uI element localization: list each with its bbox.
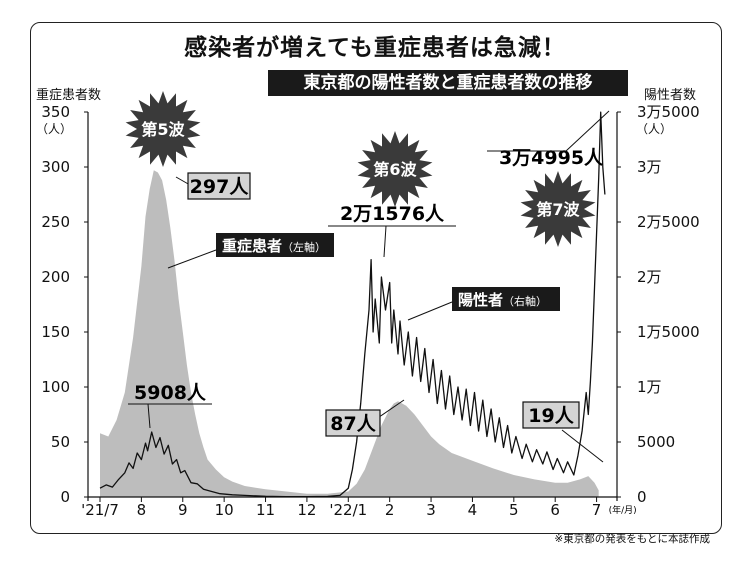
severe-axis-note: （左軸）: [282, 240, 326, 254]
positive-axis-note: （右軸）: [503, 294, 547, 308]
callout-5908-leader: [147, 403, 151, 429]
callout-297-box: [187, 172, 251, 200]
x-tick-label: 11: [256, 501, 275, 519]
right-tick-label: 0: [637, 488, 647, 506]
right-tick-label: 2万5000: [637, 213, 700, 231]
x-tick-label: 2: [385, 501, 395, 519]
left-tick-label: 350: [41, 103, 70, 121]
callout-87-text: 87人: [330, 413, 376, 435]
x-tick-label: 6: [550, 501, 560, 519]
right-tick-label: 5000: [637, 433, 675, 451]
callout-34995-leader: [565, 110, 610, 152]
callout-297-text: 297人: [190, 176, 250, 198]
x-tick-label: 8: [137, 501, 147, 519]
callout-21576-text: 2万1576人: [340, 203, 445, 225]
positive-label-leader: [407, 301, 453, 321]
severe-area: [100, 170, 599, 498]
callout-87-box: [325, 409, 381, 437]
positive-label-box: [452, 287, 560, 311]
x-tick-label: 12: [297, 501, 316, 519]
right-tick-label: 2万: [637, 268, 662, 286]
x-tick-label: 5: [509, 501, 519, 519]
left-tick-label: 200: [41, 268, 70, 286]
right-tick-label: 3万: [637, 158, 662, 176]
severe-label-box: [216, 233, 334, 257]
source-note: ※東京都の発表をもとに本誌作成: [554, 533, 710, 545]
left-tick-label: 0: [60, 488, 70, 506]
left-axis-unit: （人）: [36, 122, 73, 136]
headline: 感染者が増えても重症患者は急減！: [184, 35, 566, 61]
callout-19-text: 19人: [528, 405, 574, 427]
wave-6-label: 第6波: [373, 160, 417, 179]
right-tick-label: 3万5000: [637, 103, 700, 121]
x-tick-label: 10: [215, 501, 234, 519]
left-tick-label: 50: [51, 433, 70, 451]
x-tick-label: 4: [468, 501, 478, 519]
callout-5908-text: 5908人: [134, 382, 207, 404]
left-tick-label: 300: [41, 158, 70, 176]
x-tick-label: '21/7: [81, 501, 119, 519]
positive-series-label: 陽性者（右軸）: [458, 291, 547, 309]
wave-5-burst: [125, 91, 201, 167]
callout-19-box: [522, 401, 580, 429]
left-axis-title: 重症患者数: [36, 88, 102, 103]
callout-19-leader: [561, 429, 604, 463]
right-axis-title: 陽性者数: [644, 88, 697, 103]
left-tick-label: 150: [41, 323, 70, 341]
right-axis-unit: （人）: [636, 122, 673, 136]
wave-5-label: 第5波: [141, 120, 185, 139]
x-tick-label: 3: [426, 501, 436, 519]
callout-21576-leader: [383, 225, 387, 258]
x-tick-label: '22/1: [329, 501, 367, 519]
chart-title: 東京都の陽性者数と重症患者数の推移: [268, 70, 628, 96]
x-tick-label: 7: [592, 501, 602, 519]
wave-7-burst: [520, 171, 596, 247]
positive-line: [99, 111, 606, 498]
x-tick-label: 9: [178, 501, 188, 519]
wave-7-label: 第7波: [536, 200, 580, 219]
severe-series-label: 重症患者（左軸）: [222, 237, 326, 255]
left-tick-label: 100: [41, 378, 70, 396]
wave-6-burst: [357, 131, 433, 207]
severe-label-leader: [167, 249, 217, 269]
right-tick-label: 1万: [637, 378, 662, 396]
left-tick-label: 250: [41, 213, 70, 231]
callout-34995-text: 3万4995人: [499, 147, 604, 169]
right-tick-label: 1万5000: [637, 323, 700, 341]
x-axis-unit: (年/月): [609, 504, 637, 516]
